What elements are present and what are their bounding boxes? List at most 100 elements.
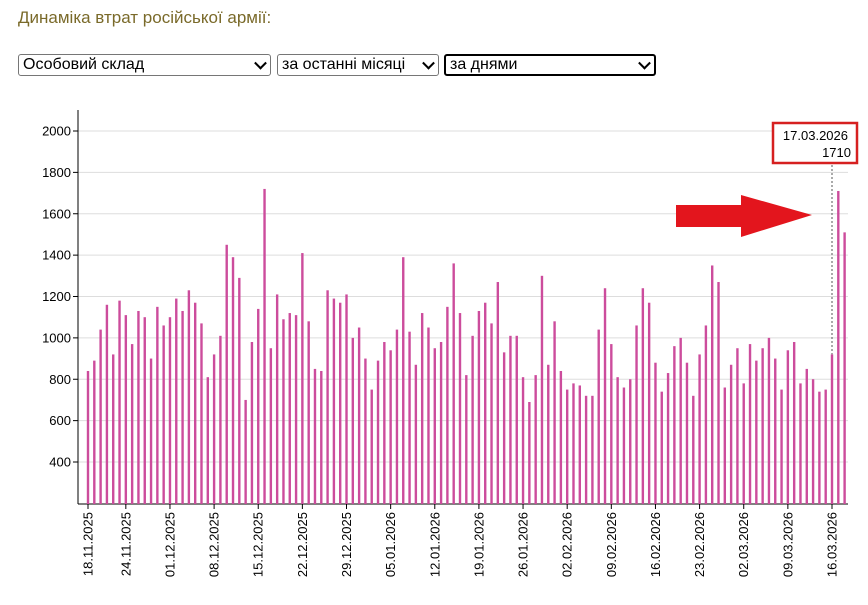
bar[interactable] <box>786 350 790 504</box>
bar[interactable] <box>559 370 563 504</box>
bar[interactable] <box>446 306 449 504</box>
bar[interactable] <box>490 323 493 504</box>
bar[interactable] <box>603 288 607 504</box>
bar[interactable] <box>364 358 367 504</box>
bar[interactable] <box>351 337 355 505</box>
bar[interactable] <box>307 321 310 504</box>
grouping-select[interactable]: за днями <box>444 54 656 76</box>
bar[interactable] <box>112 354 115 504</box>
bar[interactable] <box>175 298 178 504</box>
bar[interactable] <box>326 290 329 504</box>
bar[interactable] <box>818 391 821 504</box>
bar[interactable] <box>471 335 474 504</box>
bar[interactable] <box>792 342 796 504</box>
bar[interactable] <box>811 379 815 504</box>
bar[interactable] <box>610 344 613 504</box>
bar[interactable] <box>162 325 165 504</box>
bar[interactable] <box>244 399 247 504</box>
bar[interactable] <box>729 364 733 504</box>
bar[interactable] <box>402 257 405 504</box>
bar[interactable] <box>231 257 235 504</box>
bar[interactable] <box>452 263 455 504</box>
bar[interactable] <box>124 315 128 504</box>
bar[interactable] <box>149 358 153 504</box>
bar[interactable] <box>288 313 291 504</box>
bar[interactable] <box>219 335 222 504</box>
bar[interactable] <box>187 290 191 504</box>
bar[interactable] <box>685 362 689 504</box>
bar[interactable] <box>477 310 481 504</box>
bar[interactable] <box>755 360 758 504</box>
bar[interactable] <box>679 337 682 505</box>
bar[interactable] <box>181 310 184 504</box>
bar[interactable] <box>515 335 518 504</box>
bar[interactable] <box>830 354 834 504</box>
bar[interactable] <box>698 354 701 504</box>
bar[interactable] <box>301 253 304 504</box>
bar[interactable] <box>339 302 342 504</box>
bar[interactable] <box>799 383 802 504</box>
bar[interactable] <box>717 282 720 504</box>
bar[interactable] <box>383 342 386 504</box>
bar[interactable] <box>250 342 254 504</box>
bar[interactable] <box>206 377 209 504</box>
bar[interactable] <box>313 368 317 504</box>
bar[interactable] <box>780 389 783 504</box>
bar[interactable] <box>578 385 581 504</box>
bar[interactable] <box>143 317 146 504</box>
bar[interactable] <box>692 395 695 504</box>
category-select[interactable]: Особовий склад <box>18 54 271 76</box>
bar[interactable] <box>767 337 771 505</box>
bar[interactable] <box>269 348 273 504</box>
bar[interactable] <box>130 344 134 504</box>
bar[interactable] <box>370 389 373 504</box>
bar[interactable] <box>238 277 241 504</box>
bar[interactable] <box>282 319 285 504</box>
bar[interactable] <box>673 346 676 504</box>
bar[interactable] <box>156 306 159 504</box>
bar[interactable] <box>547 364 550 504</box>
bar[interactable] <box>458 313 462 504</box>
bar[interactable] <box>376 360 380 504</box>
bar[interactable] <box>584 395 588 504</box>
bar[interactable] <box>212 354 216 504</box>
bar[interactable] <box>534 375 537 504</box>
bar[interactable] <box>774 358 777 504</box>
bar[interactable] <box>294 315 298 504</box>
bar[interactable] <box>736 348 739 504</box>
bar[interactable] <box>843 232 846 504</box>
bar[interactable] <box>654 362 657 504</box>
bar[interactable] <box>837 190 840 505</box>
bar[interactable] <box>332 298 336 504</box>
bar[interactable] <box>99 329 102 504</box>
bar[interactable] <box>275 294 279 504</box>
bar[interactable] <box>345 294 348 504</box>
bar[interactable] <box>465 375 468 504</box>
bar[interactable] <box>420 313 424 504</box>
bar[interactable] <box>200 323 203 504</box>
bar[interactable] <box>711 265 714 504</box>
bar[interactable] <box>597 329 600 504</box>
bar[interactable] <box>496 282 500 504</box>
bar[interactable] <box>93 360 96 504</box>
bar[interactable] <box>528 402 531 504</box>
bar[interactable] <box>761 348 764 504</box>
bar[interactable] <box>565 389 569 504</box>
bar[interactable] <box>723 387 727 504</box>
bar[interactable] <box>433 348 436 504</box>
bar[interactable] <box>168 317 172 504</box>
bar[interactable] <box>193 302 197 504</box>
bar[interactable] <box>263 188 266 504</box>
bar[interactable] <box>647 302 651 504</box>
bar[interactable] <box>389 350 392 504</box>
bar[interactable] <box>666 373 670 504</box>
bar[interactable] <box>484 302 487 504</box>
bar[interactable] <box>509 335 512 504</box>
bar[interactable] <box>395 329 399 504</box>
bar[interactable] <box>805 368 808 504</box>
bar[interactable] <box>137 310 140 504</box>
bar[interactable] <box>521 377 525 504</box>
bar[interactable] <box>572 383 575 504</box>
bar[interactable] <box>660 391 663 504</box>
bar[interactable] <box>635 325 638 504</box>
